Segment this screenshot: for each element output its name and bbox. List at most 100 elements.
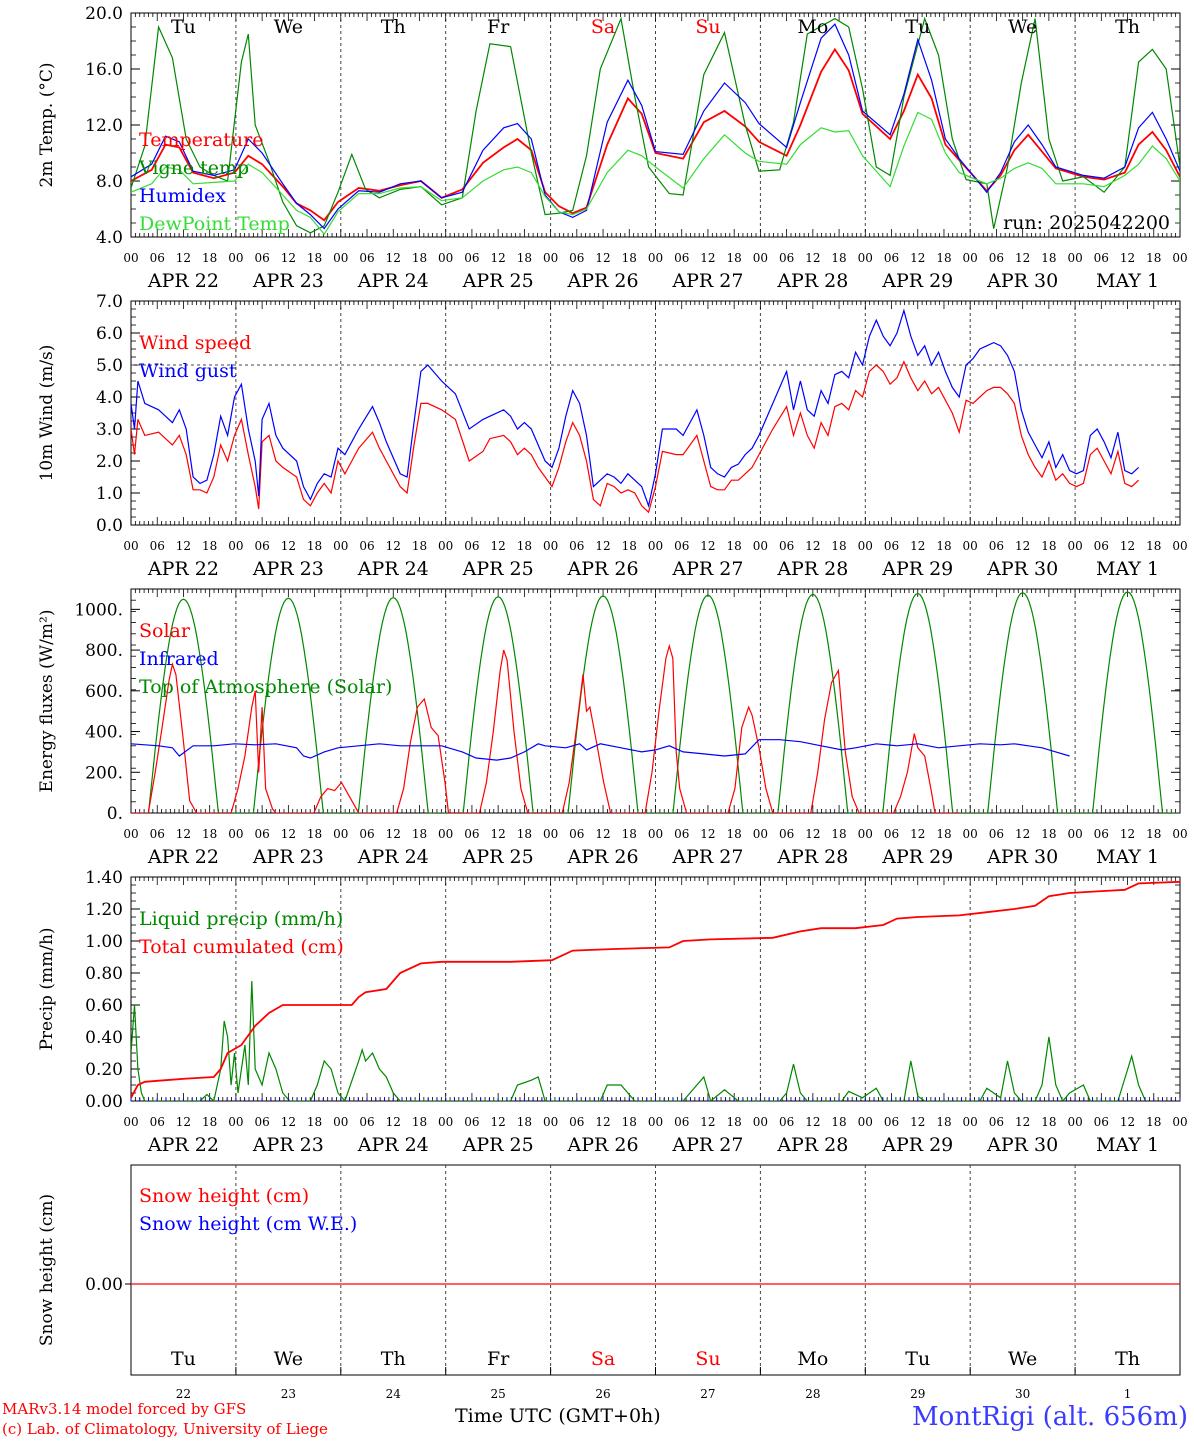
hour-tick-label: 06 <box>150 251 165 265</box>
hour-tick-label: 12 <box>1120 1115 1135 1129</box>
hour-tick-label: 18 <box>1146 827 1161 841</box>
y-tick-label: 600. <box>85 682 123 702</box>
y-tick-label: 12.0 <box>85 116 123 136</box>
plot-frame <box>130 588 1181 814</box>
y-tick-label: 0. <box>107 804 123 824</box>
weekday-label: Th <box>1115 16 1140 38</box>
series-group <box>131 16 1180 236</box>
hour-tick-label: 18 <box>831 539 846 553</box>
series-vigne-temp-line <box>131 16 1180 234</box>
panel-3: 00 06 12 18 00 06 12 18 00 06 12 18 00 06 12 18 00 06 12 18… <box>37 588 1188 868</box>
y-tick-label: 0.0 <box>96 516 123 536</box>
date-label: APR 26 <box>567 270 639 292</box>
hour-tick-label: 06 <box>1094 1115 1109 1129</box>
hour-tick-label: 18 <box>831 251 846 265</box>
y-axis-label: Precip (mm/h) <box>37 927 57 1050</box>
hour-tick-label: 12 <box>491 827 506 841</box>
y-tick-label: 4.0 <box>96 388 123 408</box>
hour-tick-label: 00 <box>438 1115 453 1129</box>
hour-tick-label: 18 <box>1146 539 1161 553</box>
hour-tick-label: 00 <box>1067 251 1082 265</box>
hour-tick-label: 12 <box>1015 539 1030 553</box>
hour-tick-label: 18 <box>1146 1115 1161 1129</box>
hour-tick-label: 06 <box>150 1115 165 1129</box>
y-tick-label: 8.0 <box>96 172 123 192</box>
weekday-label: Tu <box>905 1348 930 1370</box>
hour-tick-label: 18 <box>622 1115 637 1129</box>
x-axis-title: Time UTC (GMT+0h) <box>455 1405 661 1427</box>
date-label: MAY 1 <box>1096 1134 1159 1156</box>
hour-tick-label: 00 <box>753 251 768 265</box>
hour-tick-label: 12 <box>281 539 296 553</box>
hour-tick-label: 18 <box>412 251 427 265</box>
date-label: MAY 1 <box>1096 270 1159 292</box>
date-label: APR 29 <box>881 1134 953 1156</box>
hour-tick-label: 12 <box>491 251 506 265</box>
hour-tick-label: 00 <box>858 539 873 553</box>
hour-tick-label: 00 <box>438 539 453 553</box>
hour-tick-label: 00 <box>648 827 663 841</box>
hour-tick-label: 06 <box>1094 827 1109 841</box>
hour-tick-label: 06 <box>569 251 584 265</box>
y-tick-label: 0.60 <box>85 996 123 1016</box>
hour-tick-label: 00 <box>1067 1115 1082 1129</box>
hour-tick-label: 12 <box>386 251 401 265</box>
series-group <box>131 880 1180 1101</box>
lab-credit: (c) Lab. of Climatology, University of L… <box>2 1420 328 1438</box>
date-label: APR 26 <box>567 1134 639 1156</box>
hour-tick-label: 00 <box>753 539 768 553</box>
hour-tick-label: 18 <box>202 539 217 553</box>
y-tick-label: 1000. <box>74 600 123 620</box>
hour-tick-label: 06 <box>254 1115 269 1129</box>
hour-tick-label: 06 <box>989 539 1004 553</box>
hour-tick-label: 00 <box>858 827 873 841</box>
hour-tick-label: 00 <box>543 539 558 553</box>
hour-tick-label: 18 <box>936 1115 951 1129</box>
hour-tick-label: 00 <box>858 1115 873 1129</box>
date-label: MAY 1 <box>1096 846 1159 868</box>
date-label: APR 27 <box>671 558 743 580</box>
hour-tick-label: 12 <box>910 251 925 265</box>
hour-tick-label: 12 <box>595 251 610 265</box>
hour-tick-label: 18 <box>307 827 322 841</box>
day-number-label: 22 <box>176 1387 191 1401</box>
y-tick-label: 200. <box>85 763 123 783</box>
hour-tick-label: 12 <box>910 1115 925 1129</box>
panel-2: 00 06 12 18 00 06 12 18 00 06 12 18 00 06 12 18 00 06 12 18… <box>37 292 1188 580</box>
hour-tick-label: 06 <box>464 251 479 265</box>
date-label: APR 28 <box>776 1134 848 1156</box>
hour-tick-label: 00 <box>1172 1115 1187 1129</box>
hour-tick-label: 00 <box>333 539 348 553</box>
hour-tick-label: 18 <box>727 539 742 553</box>
hour-tick-label: 18 <box>622 539 637 553</box>
y-tick-label: 400. <box>85 723 123 743</box>
hour-tick-label: 06 <box>1094 251 1109 265</box>
weekday-label: We <box>274 1348 303 1370</box>
hour-tick-label: 12 <box>386 827 401 841</box>
hour-tick-label: 00 <box>963 1115 978 1129</box>
y-axis-label: 10m Wind (m/s) <box>37 345 57 482</box>
y-tick-label: 1.40 <box>85 868 123 888</box>
y-tick-label: 20.0 <box>85 4 123 24</box>
hour-tick-label: 18 <box>307 251 322 265</box>
model-credit: MARv3.14 model forced by GFS <box>2 1400 247 1418</box>
series-humidex-line <box>131 23 1180 230</box>
hour-tick-label: 06 <box>989 827 1004 841</box>
hour-tick-label: 00 <box>438 827 453 841</box>
hour-tick-label: 00 <box>648 251 663 265</box>
hour-tick-label: 06 <box>779 827 794 841</box>
hour-tick-label: 06 <box>569 539 584 553</box>
hour-tick-label: 12 <box>176 251 191 265</box>
series-wind-speed-line <box>131 360 1140 514</box>
hour-tick-label: 00 <box>228 251 243 265</box>
hour-tick-label: 12 <box>1015 251 1030 265</box>
hour-tick-label: 18 <box>727 827 742 841</box>
date-label: APR 27 <box>671 270 743 292</box>
hour-tick-label: 12 <box>176 539 191 553</box>
date-label: APR 22 <box>147 270 219 292</box>
legend-entry: DewPoint Temp <box>139 213 290 235</box>
date-label: APR 23 <box>252 558 324 580</box>
hour-tick-label: 12 <box>700 539 715 553</box>
legend-entry: Liquid precip (mm/h) <box>139 908 343 930</box>
weekday-label: Sa <box>591 1348 615 1370</box>
